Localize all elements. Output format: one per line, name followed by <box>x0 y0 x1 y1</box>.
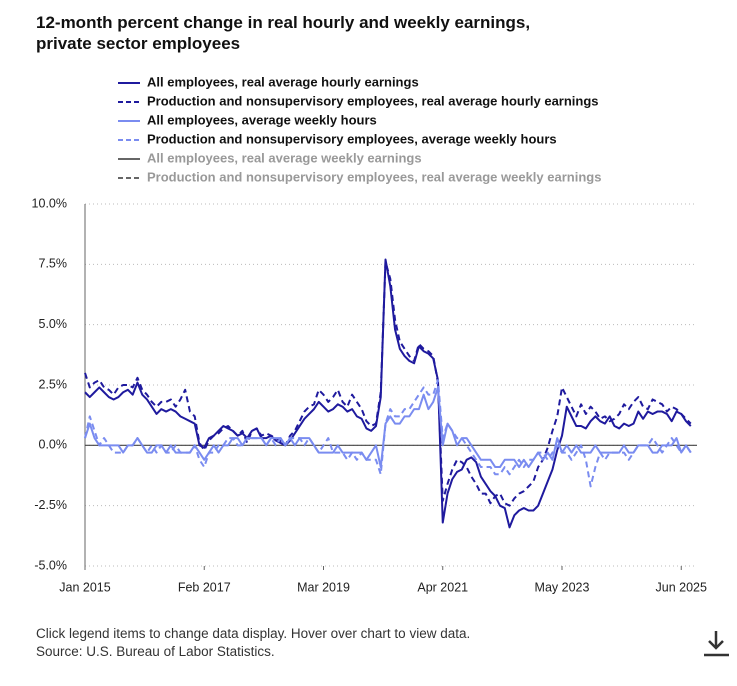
source: Source: U.S. Bureau of Labor Statistics. <box>36 644 275 659</box>
series-line <box>84 260 692 507</box>
x-tick-label: Jan 2015 <box>59 580 110 594</box>
chart-title: 12-month percent change in real hourly a… <box>36 13 530 53</box>
x-tick-label: Mar 2019 <box>297 580 350 594</box>
y-tick-label: -5.0% <box>34 558 67 572</box>
legend-label[interactable]: All employees, real average weekly earni… <box>147 150 422 165</box>
series-line <box>84 379 692 488</box>
x-tick-label: Jun 2025 <box>656 580 707 594</box>
y-tick-label: -2.5% <box>34 498 67 512</box>
series-line <box>84 258 692 529</box>
legend-label[interactable]: All employees, real average hourly earni… <box>147 74 419 89</box>
y-tick-label: 7.5% <box>39 257 68 271</box>
legend-label[interactable]: Production and nonsupervisory employees,… <box>147 93 599 108</box>
legend-label[interactable]: Production and nonsupervisory employees,… <box>147 131 557 146</box>
x-tick-label: May 2023 <box>535 580 590 594</box>
x-tick-label: Feb 2017 <box>178 580 231 594</box>
legend-label[interactable]: Production and nonsupervisory employees,… <box>147 169 601 184</box>
y-tick-label: 0.0% <box>39 438 68 452</box>
y-tick-label: 5.0% <box>39 317 68 331</box>
legend-label[interactable]: All employees, average weekly hours <box>147 112 377 127</box>
download-button[interactable] <box>704 631 729 657</box>
y-tick-label: 2.5% <box>39 377 68 391</box>
footnote: Click legend items to change data displa… <box>36 626 470 641</box>
y-tick-label: 10.0% <box>32 196 67 210</box>
series-line <box>84 386 692 469</box>
x-tick-label: Apr 2021 <box>417 580 468 594</box>
